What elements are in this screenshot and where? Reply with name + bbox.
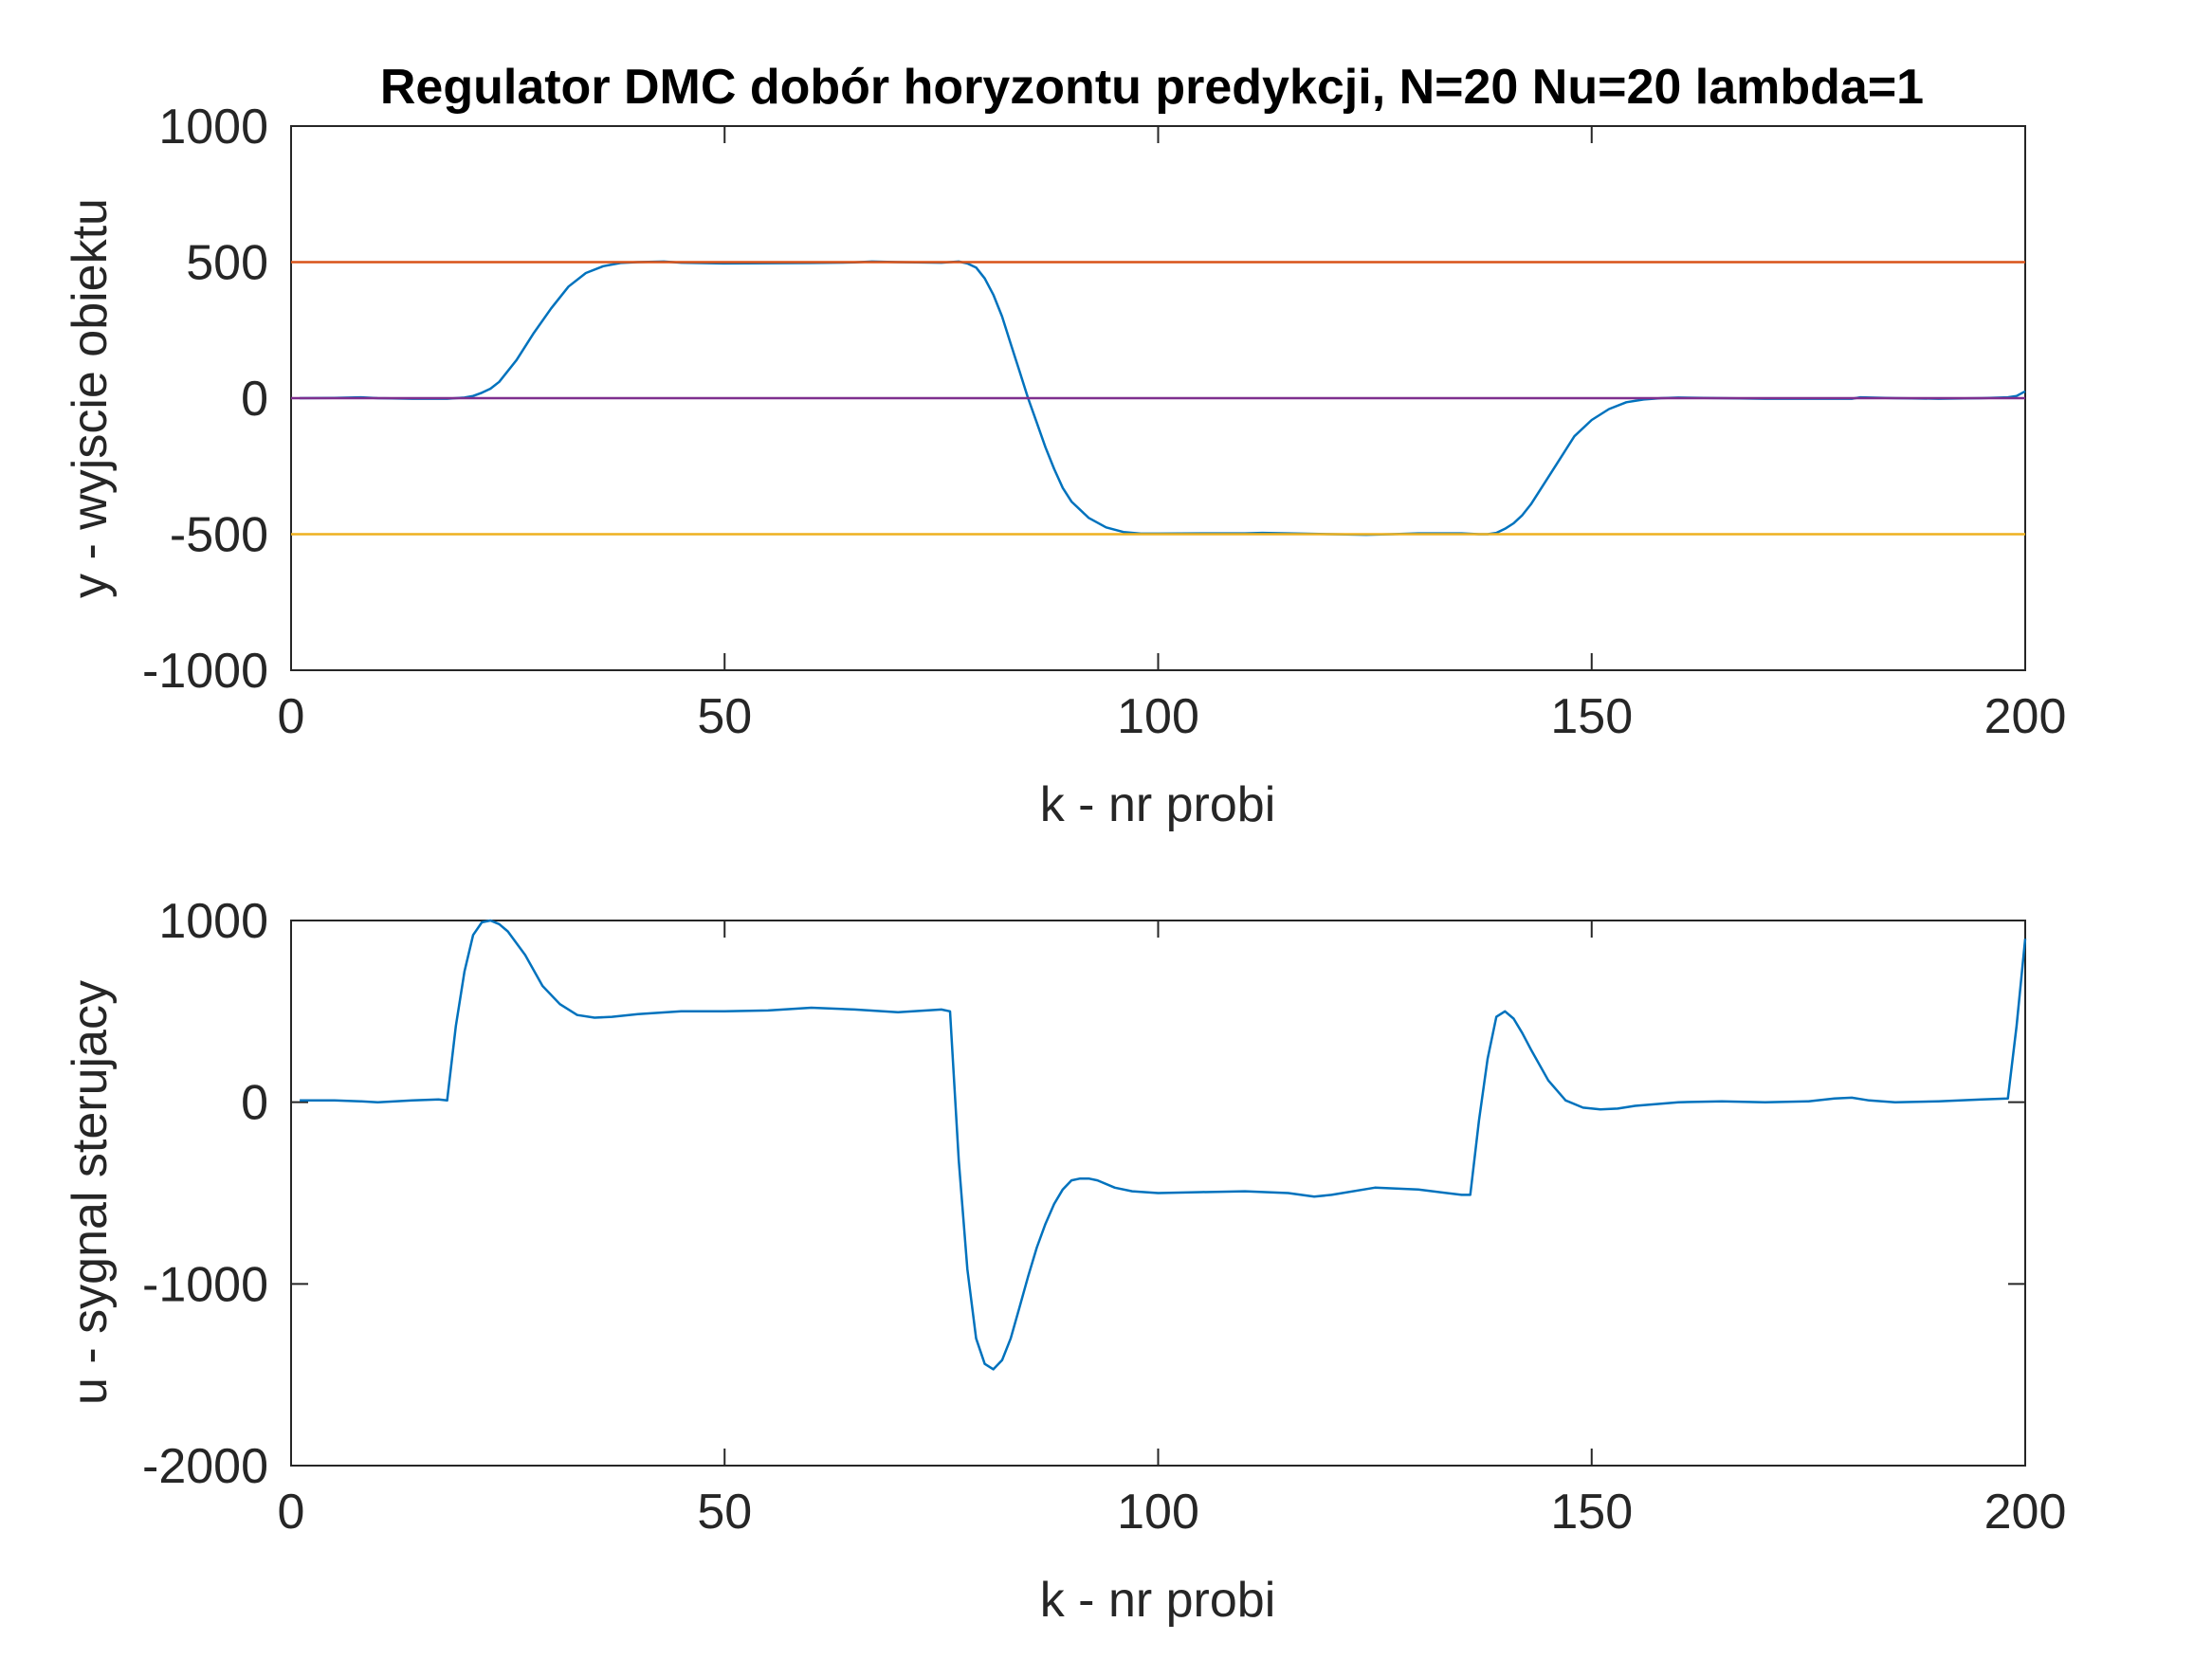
output-axes: 0 50 100 150 200 -1000 -500 0 500 1000 k - nr pro… <box>63 100 2066 832</box>
control-y-tick-label: 0 <box>241 1076 268 1131</box>
output-y-tick-label: 500 <box>186 236 268 291</box>
control-x-tick-label: 50 <box>697 1485 752 1540</box>
control-x-tick-label: 100 <box>1117 1485 1199 1540</box>
control-y-tick-label: 1000 <box>158 894 268 949</box>
output-x-tick-label: 100 <box>1117 689 1199 744</box>
control-x-axis-label: k - nr probi <box>1040 1573 1276 1628</box>
control-axes: 0 50 100 150 200 -2000 -1000 0 1000 k - nr probi… <box>63 894 2066 1628</box>
output-x-tick-label: 200 <box>1984 689 2067 744</box>
output-y-tick-label: -500 <box>170 508 268 563</box>
control-y-tick-label: -2000 <box>142 1439 268 1494</box>
output-lines <box>291 260 2026 537</box>
output-x-tick-label: 50 <box>697 689 752 744</box>
output-ticks: 0 50 100 150 200 -1000 -500 0 500 1000 <box>142 100 2066 744</box>
output-y-tick-label: 0 <box>241 372 268 427</box>
control-x-tick-label: 0 <box>278 1485 305 1540</box>
control-lines <box>300 919 2027 1371</box>
control-x-tick-label: 200 <box>1984 1485 2067 1540</box>
control-y-tick-label: -1000 <box>142 1257 268 1312</box>
control-x-tick-label: 150 <box>1550 1485 1633 1540</box>
output-x-axis-label: k - nr probi <box>1040 777 1276 832</box>
control-series-control <box>300 919 2027 1371</box>
output-x-tick-label: 0 <box>278 689 305 744</box>
output-y-tick-label: -1000 <box>142 644 268 699</box>
output-y-tick-label: 1000 <box>158 100 268 155</box>
output-y-axis-label: y - wyjscie obiektu <box>63 198 118 598</box>
control-y-axis-label: u - sygnal sterujacy <box>63 980 118 1405</box>
output-series-output <box>300 260 2026 537</box>
output-x-tick-label: 150 <box>1550 689 1633 744</box>
control-ticks: 0 50 100 150 200 -2000 -1000 0 1000 <box>142 894 2066 1540</box>
figure-title: Regulator DMC dobór horyzontu predykcji,… <box>380 60 1924 115</box>
